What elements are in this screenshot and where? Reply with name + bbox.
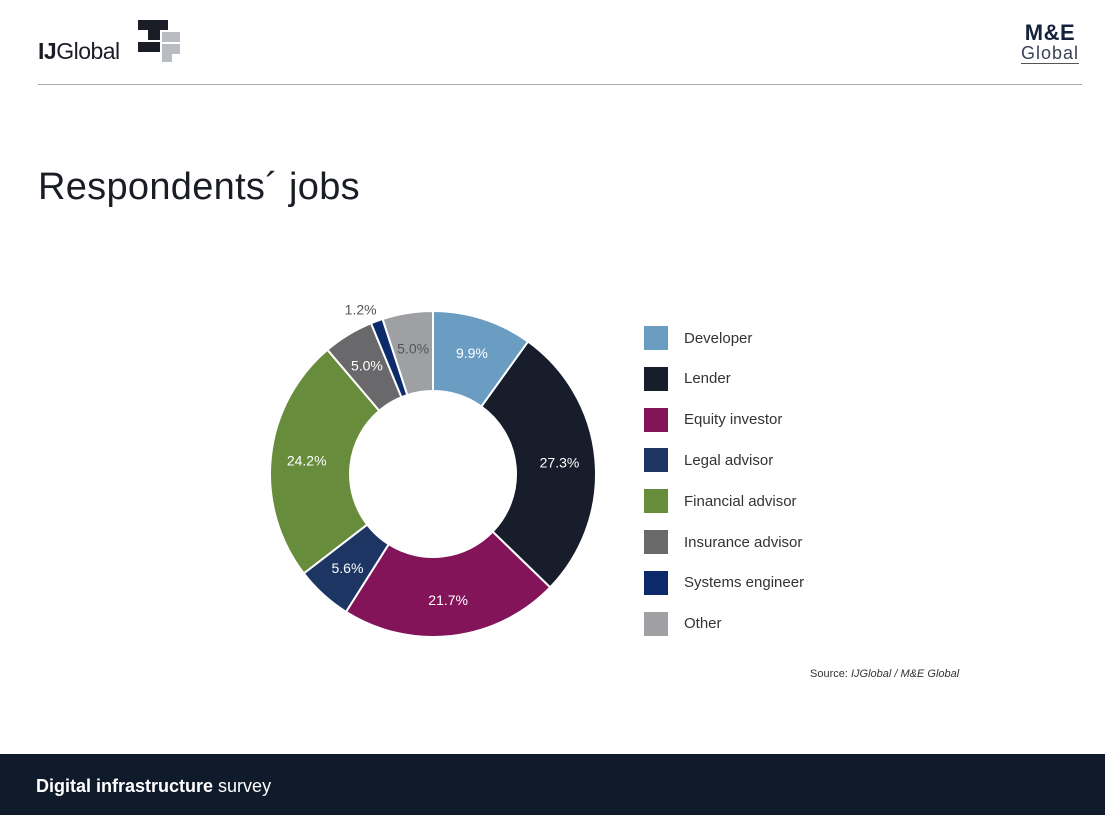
legend-item-insurance-advisor: Insurance advisor — [644, 530, 802, 554]
legend-swatch — [644, 530, 668, 554]
legend-item-equity-investor: Equity investor — [644, 407, 783, 432]
legend-label: Systems engineer — [684, 574, 805, 592]
slice-label-systems-engineer: 1.2% — [345, 302, 377, 318]
me-global-logo-bottom: Global — [1020, 43, 1079, 64]
footer-title: Digital infrastructure survey — [36, 776, 272, 796]
ijglobal-logo-text: IJGlobal — [38, 38, 120, 64]
ijglobal-blocks-icon — [138, 20, 180, 62]
legend-swatch — [644, 489, 668, 514]
legend-label: Equity investor — [684, 411, 783, 429]
legend-label: Insurance advisor — [684, 533, 803, 551]
slice-label-equity-investor: 21.7% — [428, 592, 468, 608]
page-title: Respondents´ jobs — [38, 166, 360, 208]
me-global-logo-top: M&E — [1024, 20, 1076, 45]
legend-swatch — [644, 611, 668, 636]
source-note: Source: IJGlobal / M&E Global — [810, 668, 960, 680]
legend-label: Lender — [684, 370, 731, 388]
legend-label: Legal advisor — [684, 451, 774, 469]
legend-swatch — [644, 448, 668, 473]
legend-label: Other — [684, 615, 722, 633]
legend-swatch — [644, 326, 668, 350]
legend-item-other: Other — [644, 611, 722, 636]
legend-label: Financial advisor — [684, 492, 797, 510]
legend-item-systems-engineer: Systems engineer — [644, 570, 805, 595]
slice-other — [381, 309, 434, 397]
legend-swatch — [644, 570, 668, 595]
ijglobal-logo: IJGlobal — [38, 20, 188, 70]
legend-item-lender: Lender — [644, 366, 731, 391]
legend-swatch — [644, 366, 668, 391]
header-divider — [38, 84, 1082, 85]
slice-label-lender: 27.3% — [540, 455, 580, 471]
legend-item-developer: Developer — [644, 326, 752, 350]
legend-swatch — [644, 407, 668, 432]
footer-bar: Digital infrastructure survey — [0, 754, 1105, 815]
legend-item-legal-advisor: Legal advisor — [644, 448, 774, 473]
slice-label-financial-advisor: 24.2% — [287, 453, 327, 469]
legend-item-financial-advisor: Financial advisor — [644, 489, 797, 514]
legend-label: Developer — [684, 329, 753, 347]
slice-label-legal-advisor: 5.6% — [331, 560, 363, 576]
me-global-logo: M&E Global — [1020, 20, 1079, 64]
slice-equity-investor — [344, 530, 552, 638]
slice-label-other: 5.0% — [397, 341, 429, 357]
slice-label-insurance-advisor: 5.0% — [351, 358, 383, 374]
slice-label-developer: 9.9% — [456, 345, 488, 361]
slice-lender — [480, 340, 597, 589]
slice-financial-advisor — [269, 348, 381, 575]
